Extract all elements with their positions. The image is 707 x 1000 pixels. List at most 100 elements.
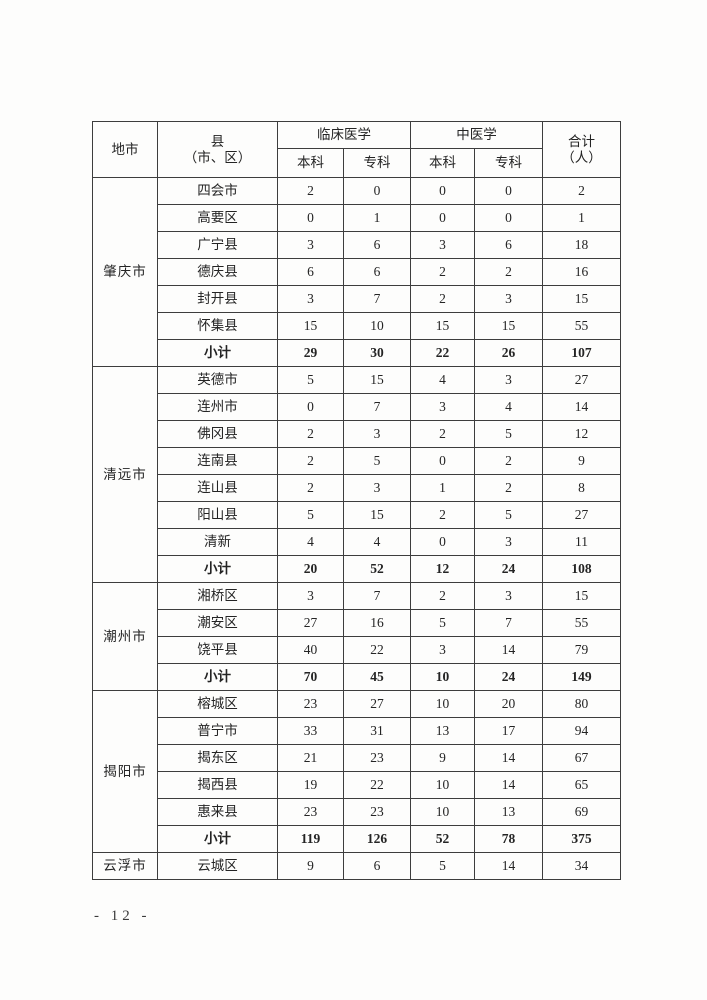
value-cell: 15: [542, 285, 621, 313]
value-cell: 45: [343, 663, 411, 691]
value-cell: 23: [277, 690, 344, 718]
value-cell: 15: [343, 501, 411, 529]
table-header: 地市 县 （市、区） 临床医学 中医学 合计 （人） 本科 专科 本科 专科: [92, 121, 621, 178]
value-cell: 2: [410, 285, 475, 313]
value-cell: 108: [542, 555, 621, 583]
value-cell: 2: [474, 447, 543, 475]
table-row: 潮州市 湘桥区 3 7 2 3 15: [92, 582, 621, 691]
value-cell: 65: [542, 771, 621, 799]
subtotal-row: 小计 20 52 12 24 108: [93, 555, 621, 583]
value-cell: 9: [410, 744, 475, 772]
value-cell: 9: [277, 852, 344, 880]
value-cell: 0: [277, 393, 344, 421]
value-cell: 27: [542, 501, 621, 529]
value-cell: 11: [542, 528, 621, 556]
value-cell: 3: [343, 474, 411, 502]
value-cell: 5: [277, 501, 344, 529]
county-cell: 惠来县: [157, 798, 278, 826]
value-cell: 2: [410, 501, 475, 529]
county-cell: 阳山县: [157, 501, 278, 529]
value-cell: 24: [474, 555, 543, 583]
page-number: - 12 -: [94, 908, 151, 924]
value-cell: 2: [277, 447, 344, 475]
value-cell: 10: [410, 798, 475, 826]
county-cell: 广宁县: [157, 231, 278, 259]
county-cell: 怀集县: [157, 312, 278, 340]
value-cell: 15: [474, 312, 543, 340]
value-cell: 3: [474, 285, 543, 313]
value-cell: 4: [343, 528, 411, 556]
value-cell: 23: [343, 744, 411, 772]
table-row: 潮安区 27 16 5 7 55: [93, 609, 621, 637]
county-cell: 普宁市: [157, 717, 278, 745]
county-cell: 饶平县: [157, 636, 278, 664]
value-cell: 55: [542, 609, 621, 637]
value-cell: 7: [343, 285, 411, 313]
value-cell: 2: [410, 258, 475, 286]
value-cell: 3: [474, 528, 543, 556]
header-clinical-medicine: 临床医学: [277, 121, 411, 149]
value-cell: 10: [410, 771, 475, 799]
value-cell: 7: [343, 582, 411, 610]
table-row: 连山县 2 3 1 2 8: [93, 474, 621, 502]
value-cell: 3: [277, 285, 344, 313]
value-cell: 4: [277, 528, 344, 556]
value-cell: 23: [343, 798, 411, 826]
value-cell: 31: [343, 717, 411, 745]
value-cell: 375: [542, 825, 621, 853]
table-row: 惠来县 23 23 10 13 69: [93, 798, 621, 826]
value-cell: 1: [343, 204, 411, 232]
enrollment-table: 地市 县 （市、区） 临床医学 中医学 合计 （人） 本科 专科 本科 专科 肇…: [92, 121, 621, 880]
subtotal-row: 小计 70 45 10 24 149: [93, 663, 621, 691]
header-total-line1: 合计: [568, 133, 595, 149]
value-cell: 52: [410, 825, 475, 853]
value-cell: 80: [542, 690, 621, 718]
value-cell: 13: [474, 798, 543, 826]
county-cell: 榕城区: [157, 690, 278, 718]
value-cell: 16: [542, 258, 621, 286]
county-cell: 小计: [157, 825, 278, 853]
county-cell: 揭东区: [157, 744, 278, 772]
table-row: 怀集县 15 10 15 15 55: [93, 312, 621, 340]
header-county-line2: （市、区）: [183, 149, 252, 165]
value-cell: 18: [542, 231, 621, 259]
table-row: 连南县 2 5 0 2 9: [93, 447, 621, 475]
city-cell: 潮州市: [92, 582, 158, 691]
value-cell: 2: [410, 420, 475, 448]
value-cell: 4: [410, 366, 475, 394]
value-cell: 16: [343, 609, 411, 637]
county-cell: 清新: [157, 528, 278, 556]
table-row: 封开县 3 7 2 3 15: [93, 285, 621, 313]
value-cell: 8: [542, 474, 621, 502]
table-row: 清新 4 4 0 3 11: [93, 528, 621, 556]
value-cell: 20: [277, 555, 344, 583]
table-row: 揭阳市 榕城区 23 27 10 20 80: [92, 690, 621, 853]
value-cell: 0: [410, 204, 475, 232]
value-cell: 17: [474, 717, 543, 745]
value-cell: 3: [343, 420, 411, 448]
value-cell: 5: [474, 501, 543, 529]
value-cell: 5: [410, 609, 475, 637]
county-cell: 连州市: [157, 393, 278, 421]
table-row: 德庆县 6 6 2 2 16: [93, 258, 621, 286]
value-cell: 10: [343, 312, 411, 340]
value-cell: 14: [542, 393, 621, 421]
header-tcm: 中医学: [410, 121, 543, 149]
header-clinical-undergrad: 本科: [277, 148, 344, 178]
value-cell: 15: [410, 312, 475, 340]
value-cell: 3: [410, 636, 475, 664]
county-cell: 小计: [157, 339, 278, 367]
county-cell: 云城区: [157, 852, 278, 880]
value-cell: 3: [410, 231, 475, 259]
value-cell: 5: [410, 852, 475, 880]
value-cell: 0: [410, 528, 475, 556]
subtotal-row: 小计 119 126 52 78 375: [93, 825, 621, 853]
county-cell: 小计: [157, 663, 278, 691]
header-tcm-college: 专科: [474, 148, 543, 178]
value-cell: 10: [410, 690, 475, 718]
value-cell: 13: [410, 717, 475, 745]
value-cell: 3: [474, 366, 543, 394]
value-cell: 6: [277, 258, 344, 286]
value-cell: 67: [542, 744, 621, 772]
